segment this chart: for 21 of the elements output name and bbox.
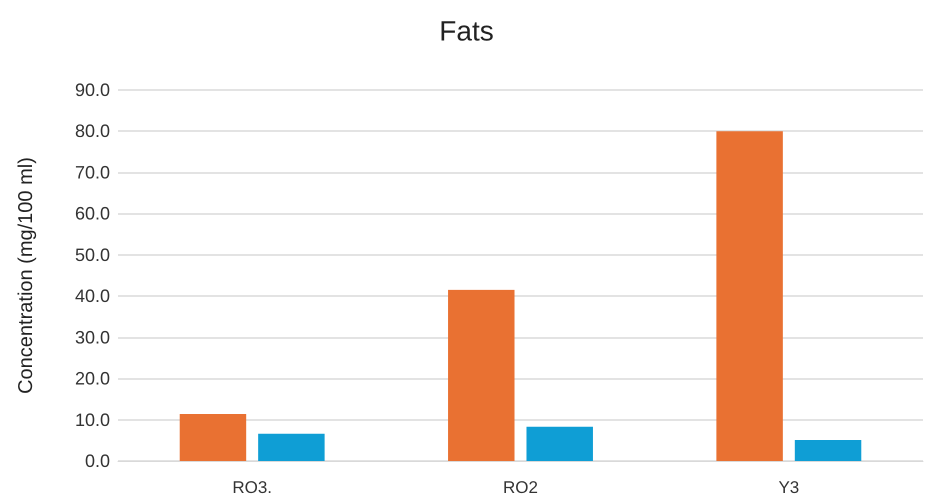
bar <box>526 426 593 461</box>
x-tick-label: RO2 <box>503 478 538 497</box>
bar <box>716 131 783 461</box>
x-tick-label: Y3 <box>778 478 800 497</box>
bar <box>180 414 246 461</box>
y-tick-label: 40.0 <box>74 286 110 306</box>
bar <box>258 434 325 461</box>
x-tick-label: RO3. <box>232 478 272 497</box>
bar <box>448 290 515 461</box>
bar <box>794 440 862 461</box>
y-axis-title: Concentration (mg/100 ml) <box>15 157 37 394</box>
y-tick-label: 70.0 <box>74 162 110 182</box>
y-tick-label: 50.0 <box>74 244 110 265</box>
y-tick-label: 30.0 <box>74 327 110 348</box>
y-tick-label: 80.0 <box>74 121 110 142</box>
y-tick-label: 90.0 <box>74 80 110 100</box>
y-tick-label: 60.0 <box>74 204 110 224</box>
y-tick-label: 20.0 <box>74 368 110 389</box>
chart-title: Fats <box>439 16 494 46</box>
y-tick-label: 0.0 <box>84 451 110 471</box>
y-tick-label: 10.0 <box>74 410 110 430</box>
